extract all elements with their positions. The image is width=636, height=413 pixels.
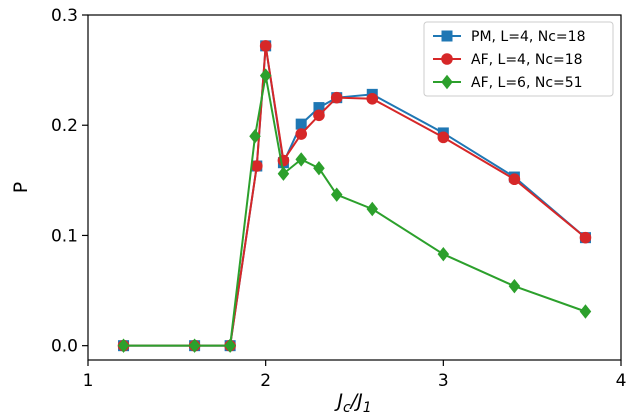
- data-point: [250, 160, 263, 172]
- y-tick-label: 0.0: [51, 337, 78, 357]
- legend-label: AF, L=6, Nc=51: [471, 75, 583, 91]
- data-point: [249, 129, 261, 144]
- data-point: [295, 118, 307, 130]
- data-point: [259, 40, 272, 52]
- legend-box: [423, 21, 614, 97]
- data-point: [295, 128, 308, 140]
- data-point: [366, 201, 379, 217]
- x-tick-label: 1: [83, 371, 94, 391]
- data-point: [188, 338, 201, 353]
- legend-entry: AF, L=4, Nc=18: [433, 52, 583, 68]
- legend-entry: AF, L=6, Nc=51: [433, 74, 583, 91]
- series-3: [117, 68, 592, 353]
- x-tick-label: 2: [260, 371, 271, 391]
- series-line: [123, 75, 586, 347]
- y-axis-label: P: [10, 182, 32, 193]
- legend-marker: [441, 53, 453, 65]
- axes-frame: [87, 14, 622, 361]
- data-point: [277, 166, 290, 181]
- data-point: [579, 304, 592, 319]
- data-point: [259, 68, 272, 83]
- data-point: [579, 231, 592, 244]
- data-point: [295, 152, 307, 167]
- data-point: [508, 278, 521, 294]
- data-point: [313, 161, 325, 176]
- plot-area: [117, 40, 592, 353]
- data-point: [437, 246, 450, 262]
- data-point: [330, 91, 343, 104]
- data-point: [366, 92, 379, 105]
- data-point: [330, 187, 343, 202]
- y-tick-label: 0.3: [51, 6, 78, 26]
- data-point: [117, 338, 130, 353]
- data-point: [437, 131, 450, 144]
- x-tick-label: 3: [438, 371, 449, 391]
- legend-marker: [441, 30, 453, 42]
- data-point: [313, 102, 325, 114]
- data-point: [313, 109, 325, 122]
- x-axis-label: Jc/J1: [333, 390, 371, 413]
- axis-ticks: 1 2 3 4 0.0 0.1 0.2 0.3: [51, 6, 626, 391]
- legend-marker: [441, 74, 453, 90]
- y-tick-label: 0.2: [51, 116, 78, 136]
- legend-entry: PM, L=4, Nc=18: [433, 29, 585, 45]
- legend-label: PM, L=4, Nc=18: [471, 29, 585, 45]
- x-tick-label: 4: [616, 371, 627, 391]
- data-point: [224, 338, 236, 353]
- y-tick-label: 0.1: [51, 226, 78, 246]
- legend-label: AF, L=4, Nc=18: [471, 52, 583, 68]
- data-point: [508, 173, 521, 186]
- legend: PM, L=4, Nc=18 AF, L=4, Nc=18 AF, L=6, Nc=…: [423, 21, 614, 97]
